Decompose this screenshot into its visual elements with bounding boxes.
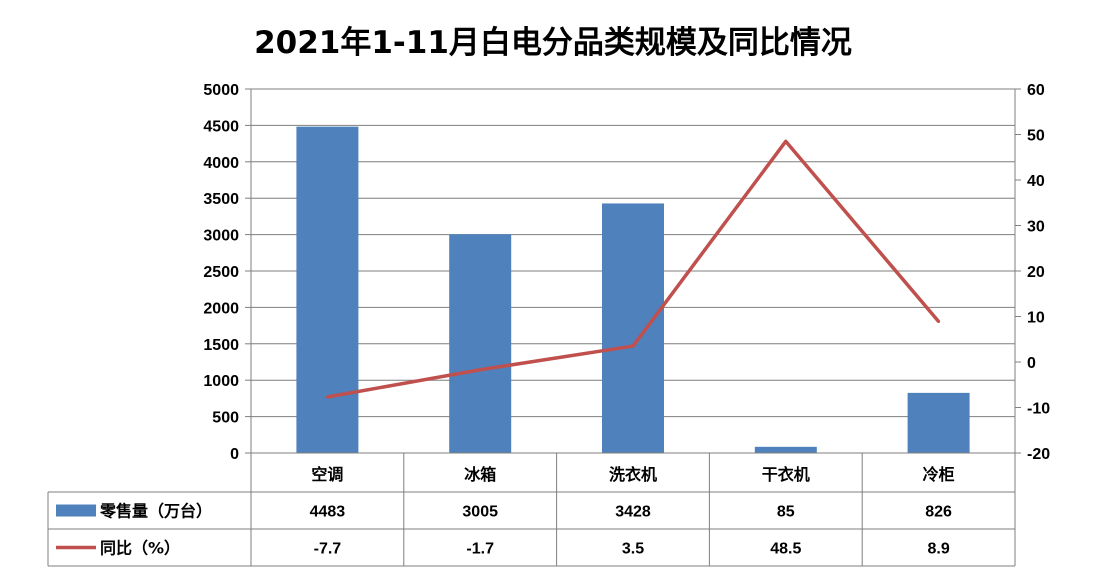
- line-series: [325, 139, 941, 399]
- left-tick-label: 3500: [203, 191, 239, 208]
- right-tick-label: 0: [1027, 355, 1036, 372]
- line-point: [631, 344, 635, 348]
- category-labels: 空调 冰箱 洗衣机 干衣机 冷柜: [311, 465, 954, 484]
- category-label: 空调: [311, 465, 343, 484]
- bar: [907, 392, 970, 453]
- right-tick-label: 30: [1027, 219, 1045, 236]
- category-label: 干衣机: [762, 465, 810, 484]
- left-tick-label: 4500: [203, 118, 239, 135]
- legend-bar-label: 零售量（万台）: [99, 502, 212, 521]
- category-label: 冰箱: [464, 465, 496, 484]
- table-cell-value: 4483: [310, 504, 346, 521]
- right-tick-label: -20: [1027, 446, 1050, 463]
- left-axis-ticks: 0 500 1000 1500 2000 2500 3000 3500 4000 4500 5000: [203, 82, 239, 463]
- right-tick-label: 40: [1027, 173, 1045, 190]
- right-tick-label: 60: [1027, 82, 1045, 99]
- left-tick-label: 0: [230, 446, 239, 463]
- line-point: [478, 368, 482, 372]
- line-point: [937, 320, 941, 324]
- left-tick-label: 2000: [203, 300, 239, 317]
- right-tick-label: 10: [1027, 310, 1045, 327]
- table-cell-value: 85: [777, 504, 795, 521]
- legend-bar-swatch: [56, 504, 96, 517]
- table-cell-value: 826: [925, 504, 952, 521]
- table-cell-value: 3.5: [622, 541, 644, 558]
- table-cell-value: -7.7: [314, 541, 342, 558]
- table-cell-value: 3005: [462, 504, 498, 521]
- axes: [245, 88, 1021, 454]
- line-point: [325, 395, 329, 399]
- table-cell-value: -1.7: [466, 541, 494, 558]
- bar-series: [296, 126, 970, 453]
- bar: [754, 446, 817, 453]
- table-cell-value: 3428: [615, 504, 651, 521]
- legend-line-label: 同比（%）: [100, 539, 180, 558]
- left-tick-label: 3000: [203, 228, 239, 245]
- line-point: [784, 139, 788, 143]
- bar: [296, 126, 359, 453]
- left-tick-label: 4000: [203, 155, 239, 172]
- left-tick-label: 500: [212, 410, 239, 427]
- category-label: 冷柜: [923, 465, 955, 484]
- left-tick-label: 2500: [203, 264, 239, 281]
- data-table: 零售量（万台） 4483 3005 3428 85 826 同比（%） -7.7 -1.7 3.5…: [47, 453, 1016, 567]
- right-tick-label: 20: [1027, 264, 1045, 281]
- category-label: 洗衣机: [609, 465, 657, 484]
- left-tick-label: 1500: [203, 337, 239, 354]
- bar: [602, 203, 664, 453]
- right-tick-label: 50: [1027, 128, 1045, 145]
- table-cell-value: 8.9: [927, 541, 949, 558]
- right-tick-label: -10: [1027, 401, 1050, 418]
- bar: [449, 234, 512, 453]
- right-axis-ticks: -20 -10 0 10 20 30 40 50 60: [1027, 82, 1050, 463]
- chart-title: 2021年1-11月白电分品类规模及同比情况: [254, 25, 852, 61]
- left-tick-label: 1000: [203, 373, 239, 390]
- table-cell-value: 48.5: [770, 541, 801, 558]
- left-tick-label: 5000: [203, 82, 239, 99]
